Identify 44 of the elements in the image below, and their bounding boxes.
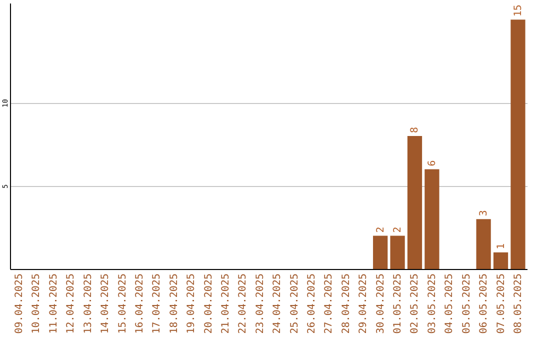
x-tick-label: 28.04.2025 — [340, 274, 352, 334]
x-tick-label: 30.04.2025 — [375, 274, 386, 334]
data-label: 1 — [496, 243, 507, 250]
x-tick-label: 09.04.2025 — [14, 274, 26, 334]
x-tick-label: 26.04.2025 — [306, 274, 318, 334]
x-tick-label: 14.04.2025 — [100, 274, 112, 334]
bar — [493, 252, 508, 269]
data-label: 8 — [410, 126, 421, 133]
x-tick-label: 15.04.2025 — [117, 274, 128, 334]
x-tick-label: 01.05.2025 — [392, 274, 404, 334]
bar — [373, 236, 388, 269]
bar — [424, 169, 440, 269]
x-tick-label: 06.05.2025 — [478, 274, 490, 334]
x-tick-label: 18.04.2025 — [168, 274, 180, 334]
data-label: 15 — [512, 4, 524, 17]
x-tick-label: 25.04.2025 — [289, 274, 300, 334]
bar — [390, 236, 405, 269]
x-tick-label: 12.04.2025 — [66, 274, 77, 334]
x-tick-label: 08.05.2025 — [512, 274, 524, 334]
x-tick-label: 20.04.2025 — [203, 274, 214, 334]
bar — [407, 136, 422, 269]
data-label: 2 — [375, 226, 386, 233]
x-tick-label: 13.04.2025 — [82, 274, 94, 334]
data-label: 2 — [392, 226, 404, 233]
x-tick-label: 23.04.2025 — [254, 274, 266, 334]
x-tick-label: 04.05.2025 — [444, 274, 456, 334]
bar — [476, 219, 491, 269]
x-tick-label: 29.04.2025 — [358, 274, 370, 334]
bar — [510, 20, 526, 269]
x-tick-label: 07.05.2025 — [496, 274, 507, 334]
x-tick-label: 19.04.2025 — [186, 274, 198, 334]
x-tick-label: 16.04.2025 — [134, 274, 146, 334]
x-tick-label: 17.04.2025 — [152, 274, 163, 334]
x-tick-label: 03.05.2025 — [426, 274, 438, 334]
x-tick-label: 11.04.2025 — [48, 274, 60, 334]
x-tick-label: 22.04.2025 — [238, 274, 249, 334]
x-tick-label: 27.04.2025 — [324, 274, 335, 334]
x-tick-label: 24.04.2025 — [272, 274, 284, 334]
data-label: 3 — [478, 210, 490, 216]
x-tick-label: 02.05.2025 — [410, 274, 421, 334]
x-tick-label: 05.05.2025 — [461, 274, 472, 334]
x-tick-label: 21.04.2025 — [220, 274, 232, 334]
x-tick-label: 10.04.2025 — [31, 274, 42, 334]
data-label: 6 — [426, 160, 438, 166]
